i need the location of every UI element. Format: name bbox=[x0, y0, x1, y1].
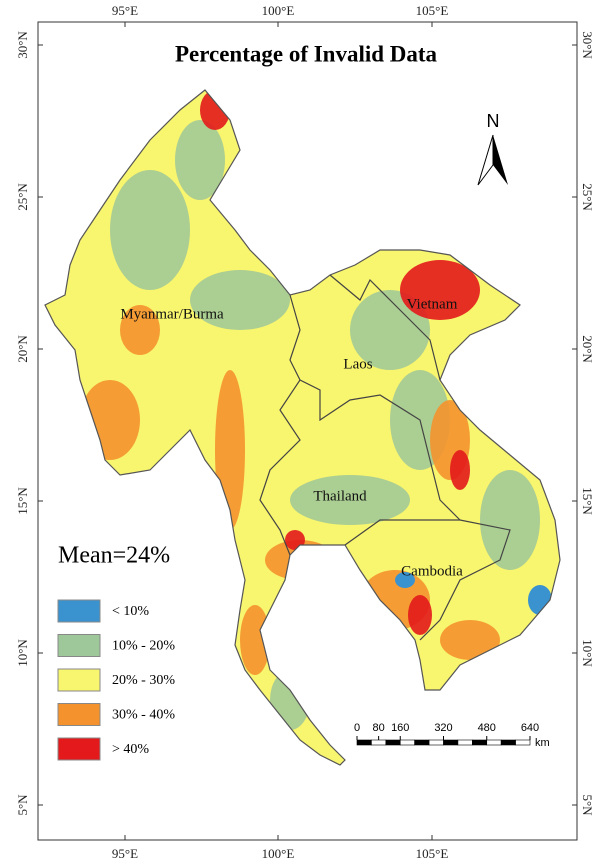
lat-label: 10°N bbox=[15, 639, 30, 667]
scale-segment bbox=[414, 739, 430, 746]
scale-segment bbox=[486, 739, 502, 746]
lon-label: 95°E bbox=[112, 846, 138, 861]
legend-label: > 40% bbox=[112, 742, 149, 757]
north-label: N bbox=[487, 111, 500, 131]
borders bbox=[259, 274, 511, 641]
lon-label: 100°E bbox=[262, 3, 295, 18]
scale-segment bbox=[371, 739, 387, 746]
scale-segment bbox=[428, 739, 444, 746]
lat-label: 30°N bbox=[15, 31, 30, 59]
scale-label: 480 bbox=[478, 722, 496, 734]
lon-label: 100°E bbox=[262, 846, 295, 861]
scale-label: 160 bbox=[391, 722, 409, 734]
scale-segment bbox=[443, 739, 459, 746]
country-label: Cambodia bbox=[401, 563, 463, 579]
lat-label: 15°N bbox=[580, 487, 595, 515]
scale-segment bbox=[385, 739, 401, 746]
scale-segment bbox=[457, 739, 473, 746]
lat-label: 20°N bbox=[15, 335, 30, 363]
legend-swatch bbox=[57, 599, 101, 623]
scale-segment bbox=[399, 739, 415, 746]
lon-label: 105°E bbox=[416, 846, 449, 861]
scale-segment bbox=[500, 739, 516, 746]
arrow-left bbox=[477, 134, 494, 186]
scale-segment bbox=[356, 739, 372, 746]
north-arrow: N bbox=[477, 111, 508, 186]
lat-label: 5°N bbox=[15, 794, 30, 816]
scale-unit: km bbox=[535, 737, 550, 749]
lat-label: 30°N bbox=[580, 31, 595, 59]
mean-label: Mean=24% bbox=[58, 543, 170, 569]
country-label: Thailand bbox=[313, 488, 367, 504]
legend-label: 10% - 20% bbox=[112, 639, 175, 654]
scale-label: 640 bbox=[521, 722, 539, 734]
lat-label: 20°N bbox=[580, 335, 595, 363]
legend-swatch bbox=[57, 703, 101, 726]
scale-label: 80 bbox=[373, 722, 385, 734]
lon-label: 95°E bbox=[112, 3, 138, 18]
legend-swatch bbox=[57, 737, 101, 761]
map-title: Percentage of Invalid Data bbox=[175, 41, 438, 66]
country-label: Laos bbox=[343, 356, 372, 372]
scale-label: 320 bbox=[434, 722, 452, 734]
scale-segment bbox=[515, 739, 531, 746]
lat-label: 25°N bbox=[15, 183, 30, 211]
country-label: Vietnam bbox=[407, 296, 458, 312]
legend-swatch bbox=[57, 668, 101, 692]
country-label: Myanmar/Burma bbox=[120, 306, 224, 322]
legend-label: 20% - 30% bbox=[112, 673, 175, 688]
legend-swatch bbox=[57, 634, 101, 657]
lat-label: 25°N bbox=[580, 183, 595, 211]
lon-label: 105°E bbox=[416, 3, 449, 18]
lat-label: 10°N bbox=[580, 639, 595, 667]
lat-label: 15°N bbox=[15, 487, 30, 515]
legend-label: 30% - 40% bbox=[112, 708, 175, 723]
scale-segment bbox=[472, 739, 488, 746]
lat-label: 5°N bbox=[580, 794, 595, 816]
arrow-right bbox=[493, 135, 508, 185]
scale-label: 0 bbox=[354, 722, 360, 734]
legend-label: < 10% bbox=[112, 604, 149, 619]
